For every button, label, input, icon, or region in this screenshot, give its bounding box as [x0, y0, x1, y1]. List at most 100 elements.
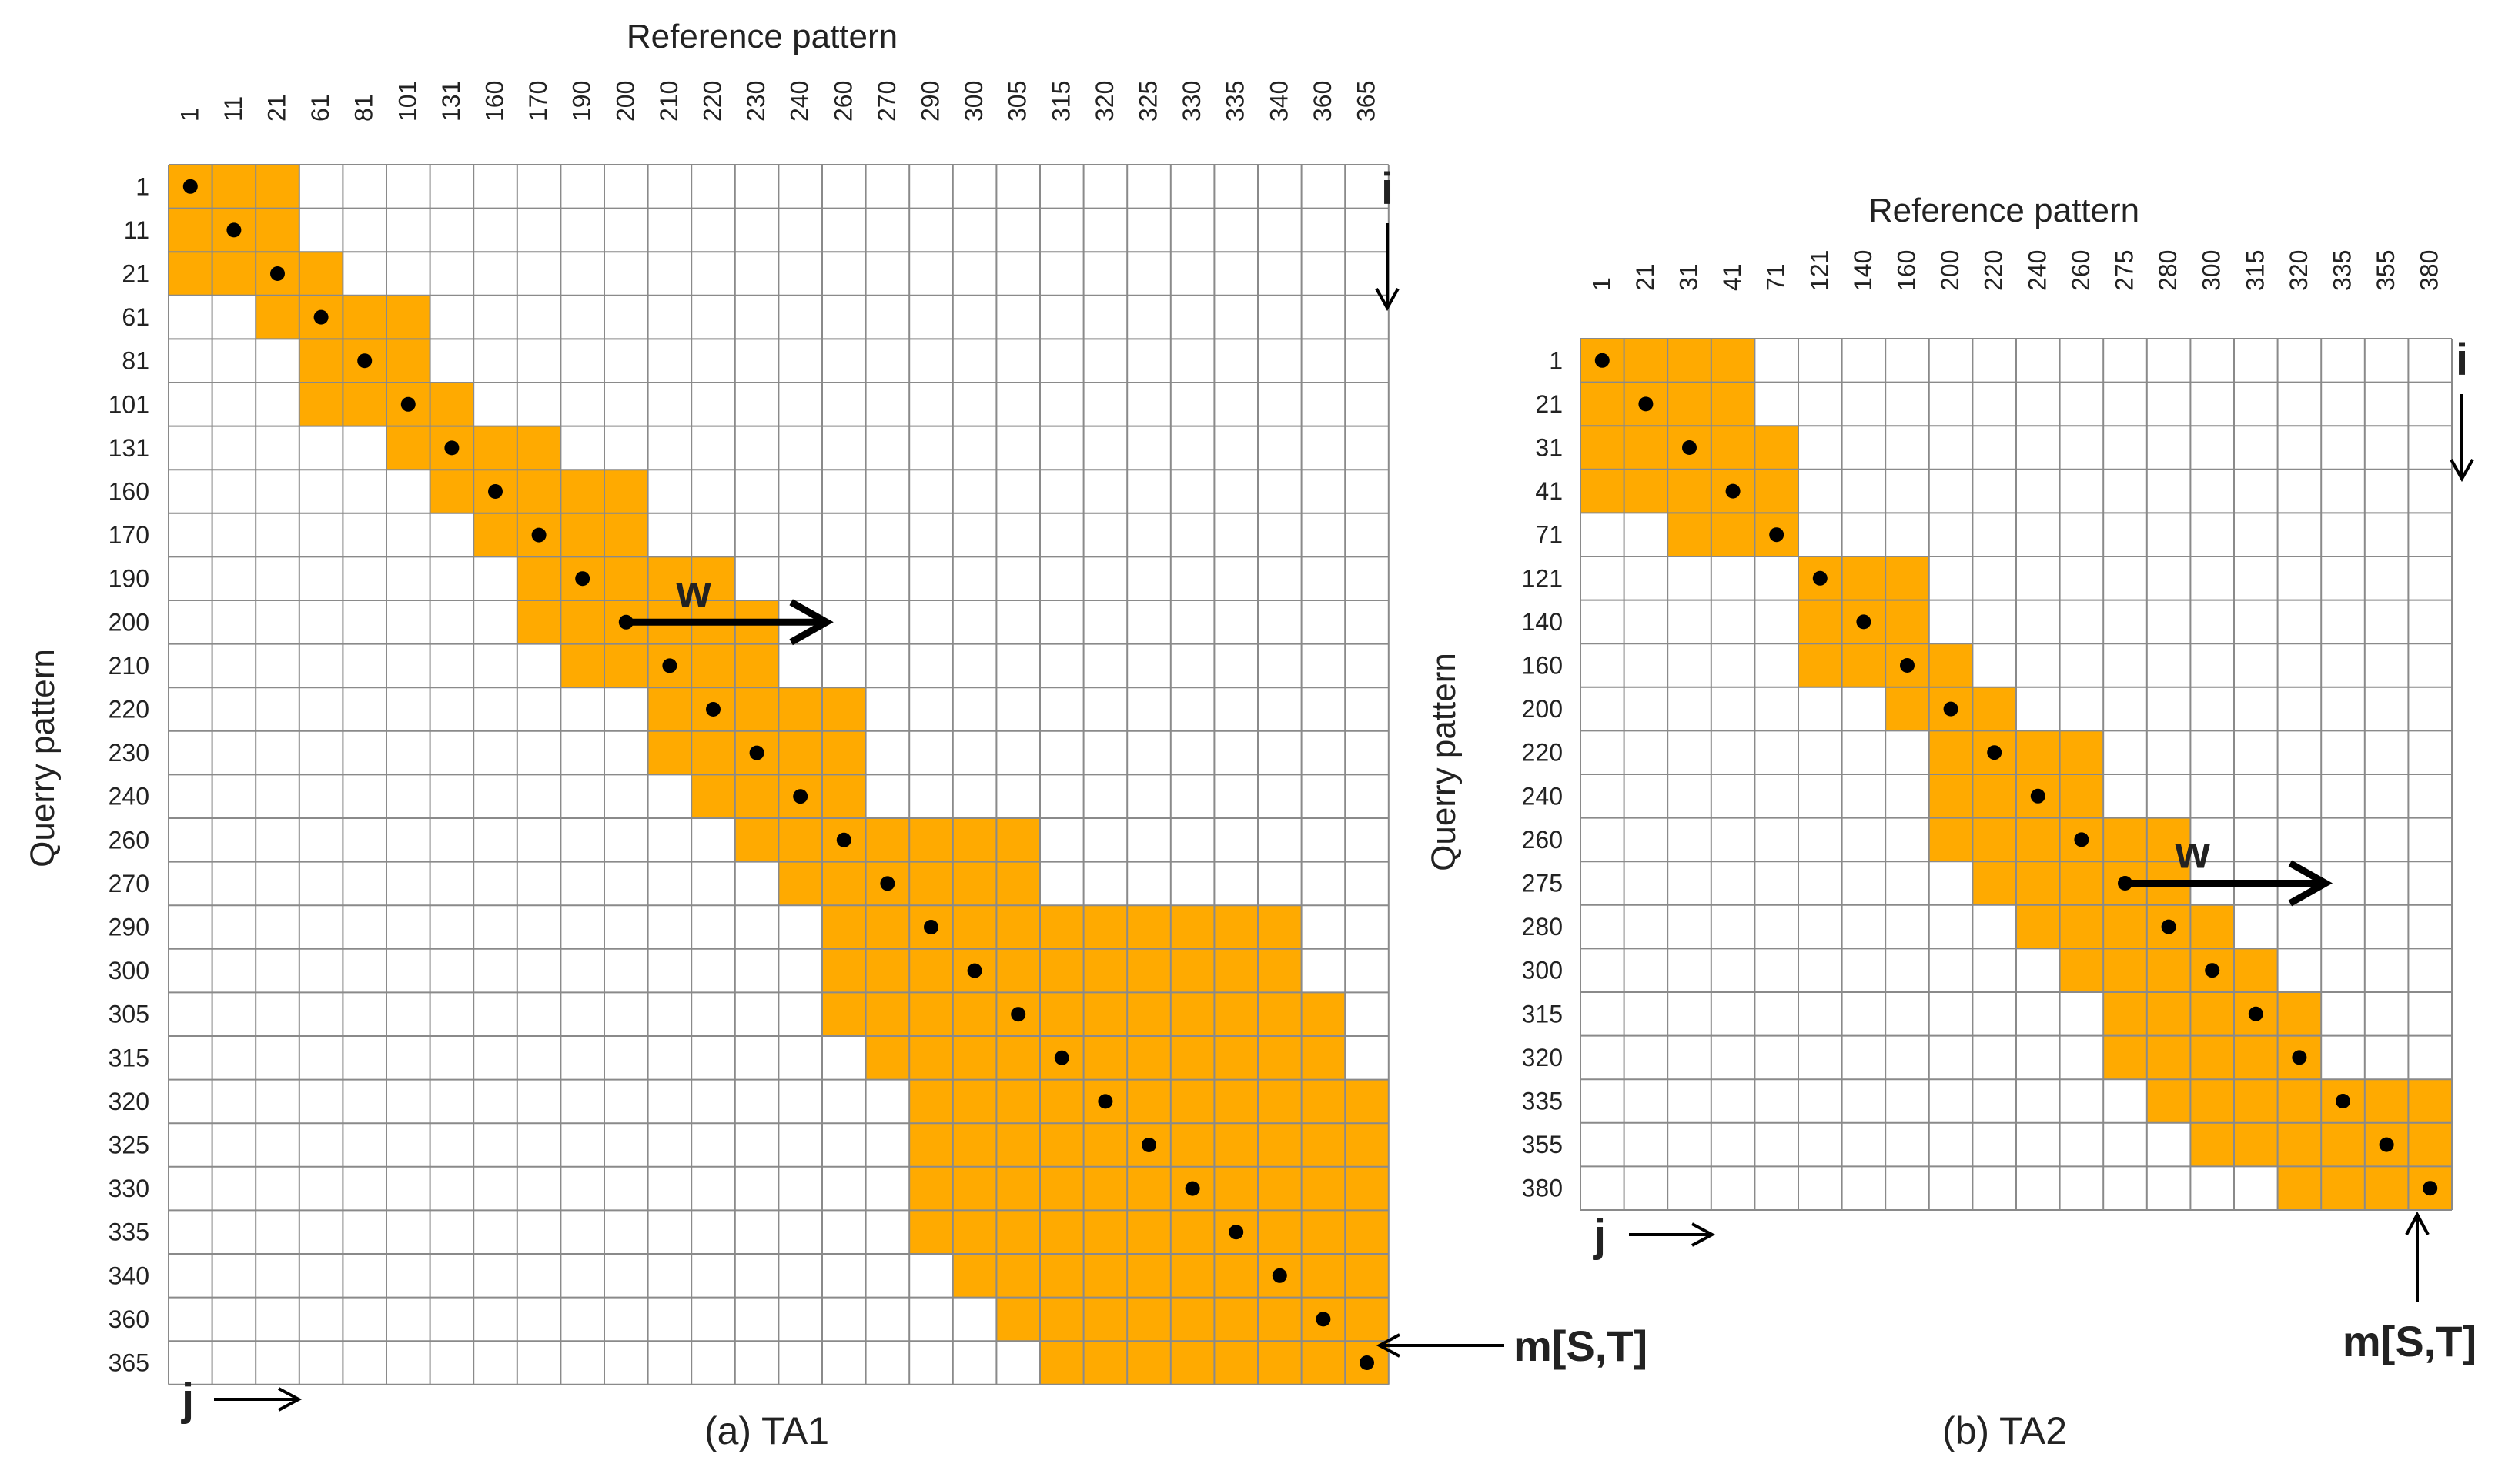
- warping-window-band: [169, 165, 1389, 1385]
- path-point: [270, 266, 285, 281]
- ref-tick-label: 31: [1675, 263, 1703, 291]
- path-point: [2074, 832, 2089, 847]
- path-point: [1682, 440, 1697, 455]
- path-point: [1185, 1181, 1200, 1196]
- query-tick-label: 330: [109, 1175, 149, 1202]
- end-label: m[S,T]: [1513, 1322, 1647, 1370]
- ref-tick-label: 210: [655, 81, 683, 122]
- band-row: [2103, 1035, 2322, 1080]
- path-point: [1638, 396, 1654, 412]
- query-tick-label: 131: [109, 434, 149, 462]
- path-point: [182, 179, 198, 194]
- query-tick-label: 240: [1522, 782, 1563, 810]
- x-axis-title: Reference pattern: [627, 18, 898, 55]
- query-tick-label: 21: [1535, 390, 1563, 418]
- ref-tick-label: 81: [350, 94, 378, 122]
- j-label: j: [181, 1375, 194, 1425]
- ref-tick-label: 360: [1309, 81, 1336, 122]
- query-tick-label: 210: [109, 652, 149, 680]
- ref-tick-label: 355: [2372, 250, 2400, 291]
- query-tick-label: 275: [1522, 870, 1563, 897]
- ref-tick-label: 71: [1762, 263, 1790, 291]
- query-tick-label: 260: [109, 826, 149, 854]
- path-point: [1054, 1050, 1069, 1065]
- path-point: [1316, 1312, 1331, 1327]
- query-tick-label: 41: [1535, 477, 1563, 505]
- ref-tick-label: 380: [2416, 250, 2443, 291]
- reference-tick-labels: 1 11 21 61 81 101 131 160 170 190 200 210 220 230 240 2…: [176, 81, 1380, 122]
- ref-tick-label: 121: [1805, 250, 1833, 291]
- i-arrow-head: [1375, 288, 1400, 312]
- path-point: [1594, 353, 1610, 368]
- query-tick-labels: 1112161811011311601701902002102202302402…: [109, 172, 149, 1376]
- end-cell-indicator: m[S,T]: [2343, 1211, 2477, 1365]
- path-point: [1229, 1225, 1244, 1240]
- ref-tick-label: 335: [2329, 250, 2356, 291]
- path-point: [836, 832, 851, 847]
- window-arrow-head: [789, 599, 834, 646]
- query-tick-label: 315: [1522, 1000, 1563, 1028]
- query-tick-label: 11: [124, 216, 149, 244]
- warping-window-band: [1580, 339, 2452, 1211]
- ref-tick-label: 270: [873, 81, 901, 122]
- path-point: [2292, 1050, 2307, 1065]
- band-row: [430, 470, 648, 514]
- query-tick-label: 200: [109, 608, 149, 636]
- ref-tick-label: 240: [786, 81, 814, 122]
- path-point: [2336, 1094, 2350, 1108]
- panel-ta1: Reference pattern Querry pattern 1 11 21 61…: [24, 18, 1647, 1452]
- ref-tick-label: 170: [524, 81, 552, 122]
- path-point: [488, 484, 503, 499]
- path-point: [1272, 1268, 1287, 1283]
- ref-tick-label: 290: [917, 81, 945, 122]
- cost-matrix-grid: [168, 164, 1390, 1385]
- path-point: [1142, 1138, 1156, 1152]
- query-tick-label: 121: [1522, 564, 1563, 592]
- y-axis-title: Querry pattern: [24, 649, 62, 867]
- ref-tick-label: 101: [393, 81, 421, 122]
- cost-matrix-grid: [1580, 338, 2453, 1211]
- query-tick-label: 140: [1522, 608, 1563, 636]
- path-point: [1769, 527, 1784, 543]
- caption: (b) TA2: [1942, 1409, 2067, 1452]
- query-tick-label: 270: [109, 870, 149, 897]
- path-point: [1725, 483, 1741, 499]
- caption: (a) TA1: [704, 1409, 829, 1452]
- query-tick-label: 31: [1535, 434, 1563, 462]
- path-point: [2248, 1006, 2263, 1021]
- ref-tick-label: 230: [742, 81, 770, 122]
- ref-tick-label: 1: [1587, 277, 1615, 291]
- band-row: [517, 556, 735, 601]
- window-arrow-head: [2288, 860, 2333, 907]
- i-direction-indicator: i: [2450, 335, 2474, 483]
- ref-tick-label: 260: [829, 81, 857, 122]
- query-tick-label: 230: [109, 739, 149, 767]
- query-tick-label: 71: [1535, 521, 1563, 549]
- ref-tick-label: 1: [176, 108, 203, 122]
- path-point: [2030, 788, 2045, 804]
- ref-tick-label: 260: [2067, 250, 2095, 291]
- ref-tick-label: 220: [1980, 250, 2008, 291]
- ref-tick-label: 315: [2241, 250, 2269, 291]
- j-arrow-head: [1691, 1222, 1716, 1247]
- path-point: [1900, 658, 1915, 673]
- y-axis-title: Querry pattern: [1425, 653, 1463, 871]
- path-point: [1943, 701, 1958, 717]
- query-tick-label: 360: [109, 1305, 149, 1333]
- band-row: [909, 1079, 1389, 1124]
- query-tick-label: 220: [1522, 739, 1563, 767]
- path-point: [1987, 745, 2002, 760]
- query-tick-label: 190: [109, 565, 149, 593]
- i-label: i: [1381, 164, 1393, 214]
- query-tick-label: 160: [109, 478, 149, 506]
- band-row: [734, 818, 1040, 863]
- ref-tick-label: 340: [1265, 81, 1293, 122]
- ref-tick-label: 330: [1178, 81, 1206, 122]
- path-point: [880, 876, 895, 891]
- end-label: m[S,T]: [2343, 1317, 2477, 1365]
- ref-tick-label: 160: [481, 81, 509, 122]
- ref-tick-label: 190: [568, 81, 596, 122]
- ref-tick-label: 325: [1135, 81, 1162, 122]
- path-point: [706, 702, 721, 717]
